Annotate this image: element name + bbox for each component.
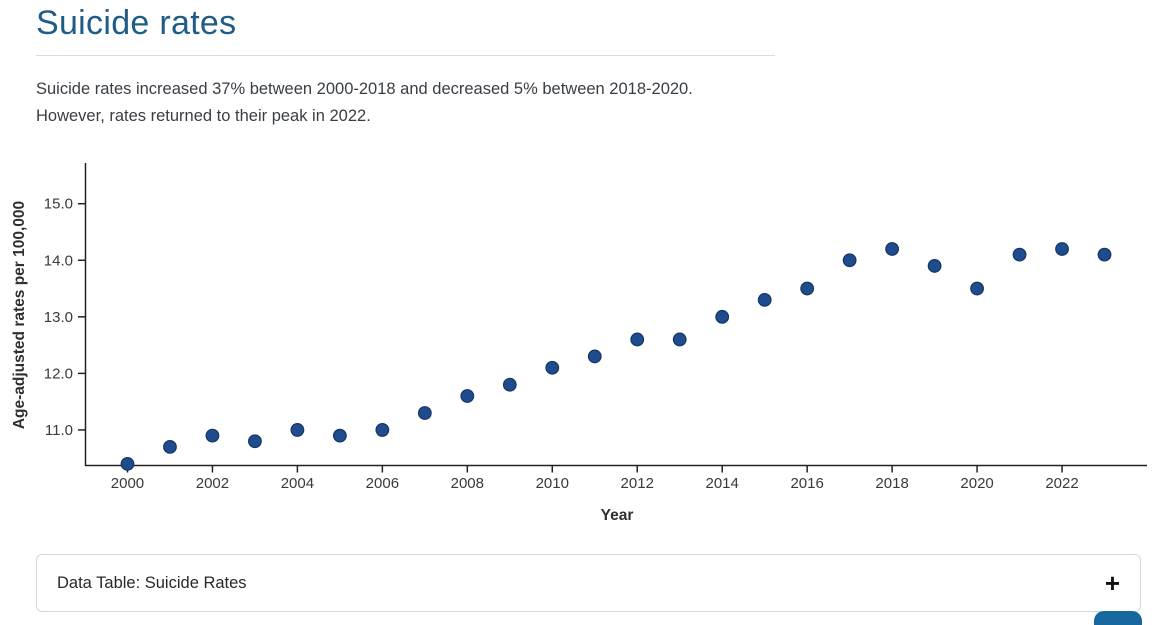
description-line-2: However, rates returned to their peak in… bbox=[36, 107, 371, 125]
x-tick-label: 2012 bbox=[621, 475, 654, 492]
y-tick-label: 12.0 bbox=[44, 365, 73, 382]
data-point[interactable] bbox=[672, 332, 687, 347]
data-point[interactable] bbox=[502, 377, 517, 392]
x-tick-label: 2010 bbox=[536, 475, 569, 492]
data-point[interactable] bbox=[205, 428, 220, 443]
x-tick-label: 2002 bbox=[196, 475, 229, 492]
x-axis-title: Year bbox=[601, 507, 634, 524]
data-point[interactable] bbox=[970, 281, 984, 296]
page-title: Suicide rates bbox=[36, 4, 237, 42]
data-point[interactable] bbox=[842, 253, 857, 268]
data-point[interactable] bbox=[885, 242, 900, 256]
y-axis-title: Age-adjusted rates per 100,000 bbox=[11, 201, 28, 429]
data-point[interactable] bbox=[1055, 242, 1069, 256]
y-tick-label: 15.0 bbox=[44, 196, 73, 213]
x-tick-label: 2006 bbox=[366, 475, 399, 492]
x-tick-label: 2016 bbox=[790, 475, 823, 492]
x-tick-label: 2022 bbox=[1045, 475, 1078, 492]
x-tick-label: 2018 bbox=[875, 475, 908, 492]
data-point[interactable] bbox=[715, 309, 730, 324]
data-point[interactable] bbox=[545, 360, 560, 375]
x-tick-label: 2008 bbox=[451, 475, 484, 492]
data-point[interactable] bbox=[290, 423, 305, 437]
data-point[interactable] bbox=[800, 281, 815, 296]
data-point[interactable] bbox=[460, 389, 475, 403]
plot-area: 11.0 12.0 13.0 14.0 15.0 2000 2002 2004 2006 2008… bbox=[44, 163, 1147, 492]
title-divider bbox=[36, 55, 775, 56]
data-point[interactable] bbox=[757, 292, 772, 307]
data-point[interactable] bbox=[332, 428, 347, 443]
data-point[interactable] bbox=[163, 440, 177, 454]
bottom-right-button-partial[interactable] bbox=[1094, 611, 1142, 625]
x-tick-label: 2020 bbox=[960, 475, 993, 492]
y-tick-label: 14.0 bbox=[44, 252, 73, 269]
x-tick-label: 2014 bbox=[706, 475, 739, 492]
data-point[interactable] bbox=[927, 259, 942, 273]
x-tick-label: 2000 bbox=[111, 475, 144, 492]
chart-canvas: 11.0 12.0 13.0 14.0 15.0 2000 2002 2004 2006 2008… bbox=[11, 163, 1147, 524]
y-tick-label: 11.0 bbox=[45, 422, 73, 439]
data-table-accordion[interactable]: Data Table: Suicide Rates + bbox=[36, 554, 1141, 612]
x-tick-label: 2004 bbox=[281, 475, 314, 492]
chart-description: Suicide rates increased 37% between 2000… bbox=[36, 76, 796, 130]
data-point[interactable] bbox=[248, 434, 262, 449]
data-point[interactable] bbox=[630, 332, 645, 347]
data-point[interactable] bbox=[375, 423, 390, 437]
y-tick-label: 13.0 bbox=[44, 309, 73, 326]
data-point[interactable] bbox=[417, 406, 432, 420]
expand-plus-icon[interactable]: + bbox=[1104, 568, 1120, 598]
description-line-1: Suicide rates increased 37% between 2000… bbox=[36, 80, 693, 98]
data-point[interactable] bbox=[1012, 247, 1027, 262]
data-point[interactable] bbox=[120, 456, 135, 471]
data-table-label: Data Table: Suicide Rates bbox=[57, 573, 247, 592]
data-point[interactable] bbox=[1097, 247, 1112, 262]
scatter-chart: 11.0 12.0 13.0 14.0 15.0 2000 2002 2004 2006 2008… bbox=[0, 155, 1160, 535]
data-point[interactable] bbox=[587, 349, 602, 364]
